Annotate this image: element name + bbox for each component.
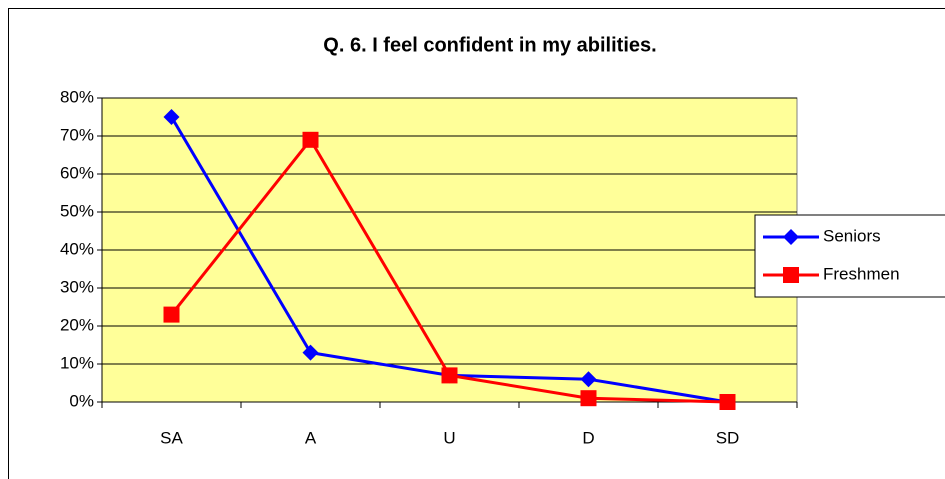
y-tick-label: 10%	[60, 353, 94, 372]
y-tick-label: 30%	[60, 277, 94, 296]
marker	[302, 131, 319, 148]
y-tick-label: 60%	[60, 163, 94, 182]
legend-label: Freshmen	[823, 264, 900, 283]
marker	[441, 367, 458, 384]
x-tick-label: A	[305, 428, 317, 447]
legend-box	[754, 214, 945, 298]
y-tick-label: 0%	[69, 391, 94, 410]
marker	[163, 109, 180, 125]
y-tick-label: 70%	[60, 125, 94, 144]
x-tick-label: U	[443, 428, 455, 447]
marker	[580, 390, 597, 407]
x-tick-label: D	[582, 428, 594, 447]
x-tick-label: SD	[716, 428, 740, 447]
chart-title: Q. 6. I feel confident in my abilities.	[323, 34, 656, 56]
y-tick-label: 20%	[60, 315, 94, 334]
marker	[302, 344, 319, 361]
x-tick-label: SA	[160, 428, 183, 447]
marker	[783, 267, 799, 283]
y-tick-label: 40%	[60, 239, 94, 258]
marker	[580, 371, 597, 388]
marker	[783, 229, 799, 245]
marker	[163, 306, 180, 323]
y-tick-label: 80%	[60, 87, 94, 106]
y-tick-label: 50%	[60, 201, 94, 220]
marker	[719, 394, 736, 410]
legend-label: Seniors	[823, 226, 881, 245]
